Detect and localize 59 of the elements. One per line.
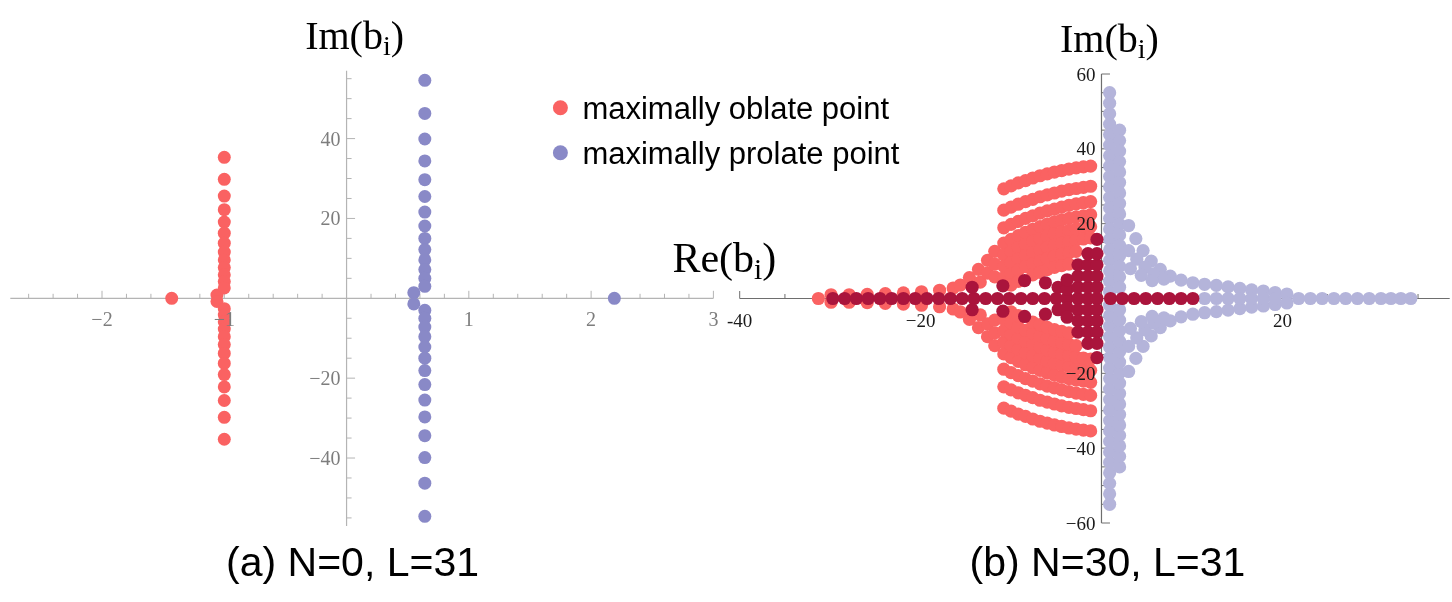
point bbox=[217, 203, 231, 217]
point bbox=[217, 150, 231, 164]
point bbox=[418, 106, 432, 120]
x-tick-label: −20 bbox=[905, 309, 936, 331]
legend-label: maximally prolate point bbox=[582, 135, 900, 171]
point bbox=[217, 172, 231, 186]
y-axis-title: Im(b$_{i}$) bbox=[1060, 16, 1159, 65]
y-tick-label: 40 bbox=[1076, 138, 1096, 160]
point bbox=[217, 394, 231, 408]
point bbox=[418, 330, 432, 344]
y-tick-label: 40 bbox=[320, 127, 341, 150]
point bbox=[418, 429, 432, 443]
point bbox=[607, 291, 621, 305]
point bbox=[407, 297, 421, 311]
point bbox=[418, 378, 432, 392]
y-tick-label: −40 bbox=[1065, 437, 1096, 459]
point bbox=[418, 154, 432, 168]
point bbox=[217, 380, 231, 394]
y-tick-label: 20 bbox=[1076, 213, 1096, 235]
y-tick-label: −20 bbox=[309, 367, 341, 390]
point bbox=[418, 364, 432, 378]
x-tick-label: 2 bbox=[586, 308, 597, 331]
point bbox=[418, 410, 432, 424]
text: (b) N=30, L=31 bbox=[969, 539, 1246, 585]
point bbox=[418, 205, 432, 219]
point bbox=[418, 340, 432, 354]
point bbox=[418, 451, 432, 465]
x-tick-label: 20 bbox=[1272, 309, 1292, 331]
x-axis-title: Re(b$_{i}$) bbox=[672, 235, 777, 286]
text: (a) N=0, L=31 bbox=[226, 539, 480, 585]
x-tick-label: -40 bbox=[727, 309, 753, 331]
point bbox=[418, 189, 432, 203]
point bbox=[165, 291, 179, 305]
y-tick-label: 60 bbox=[1076, 63, 1096, 85]
y-tick-label: −40 bbox=[309, 447, 341, 470]
point bbox=[407, 286, 421, 300]
point bbox=[418, 476, 432, 490]
point bbox=[418, 173, 432, 187]
point bbox=[217, 432, 231, 446]
point bbox=[217, 368, 231, 382]
point bbox=[418, 351, 432, 365]
point bbox=[217, 189, 231, 203]
x-tick-label: 1 bbox=[463, 308, 474, 331]
legend-label: maximally oblate point bbox=[582, 90, 890, 126]
y-tick-label: 20 bbox=[320, 207, 341, 230]
point bbox=[418, 509, 432, 523]
point bbox=[217, 215, 231, 229]
point bbox=[418, 73, 432, 87]
y-tick-label: −20 bbox=[1065, 362, 1096, 384]
y-tick-label: −60 bbox=[1065, 512, 1096, 534]
point bbox=[418, 132, 432, 146]
point bbox=[418, 219, 432, 233]
point bbox=[217, 356, 231, 370]
x-tick-label: 3 bbox=[708, 308, 719, 331]
y-axis-title: Im(b$_{i}$) bbox=[305, 12, 404, 62]
point bbox=[418, 231, 432, 245]
point bbox=[217, 410, 231, 424]
x-tick-label: −2 bbox=[91, 308, 113, 331]
point bbox=[418, 393, 432, 407]
